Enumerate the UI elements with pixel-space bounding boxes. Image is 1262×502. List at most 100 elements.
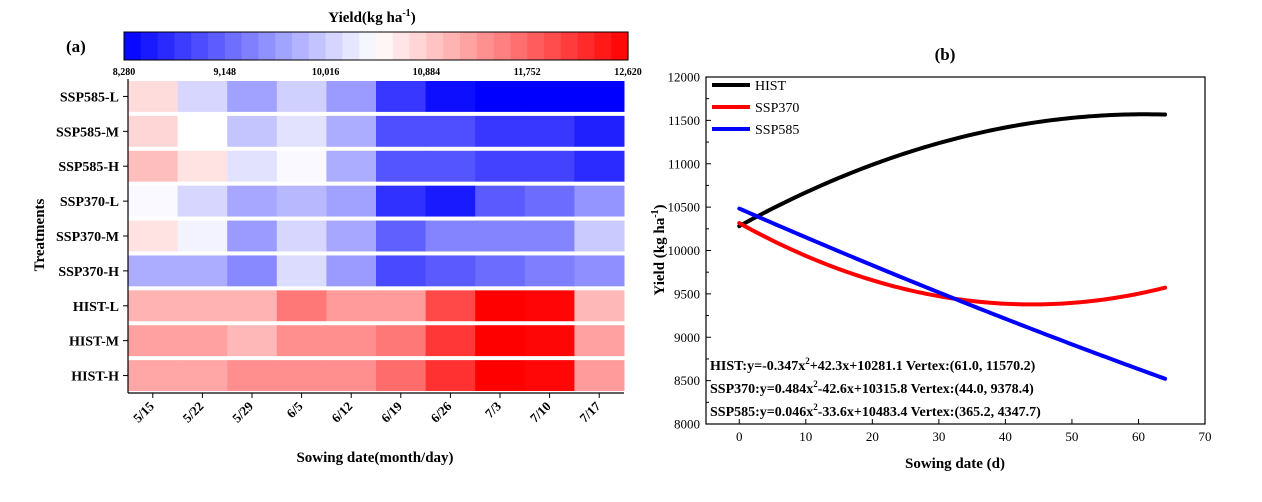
heatmap-cell xyxy=(574,220,625,252)
colorbar-tick-label: 8,280 xyxy=(113,67,136,78)
colorbar-segment xyxy=(460,32,478,60)
heatmap-cell xyxy=(128,81,179,112)
heatmap-cell xyxy=(574,360,625,391)
equation-ssp585: SSP585:y=0.046x2-33.6x+10483.4 Vertex:(3… xyxy=(710,402,1041,420)
line-axes: 0 10 20 30 40 50 60 70 8000 8500 9000 9500 10000 1050… xyxy=(668,70,1212,445)
legend-label-ssp585: SSP585 xyxy=(755,123,799,138)
line-y-tick-label: 12000 xyxy=(668,70,701,85)
heatmap-cell xyxy=(276,360,327,391)
colorbar-title: Yield(kg ha-1) xyxy=(328,8,415,26)
heatmap-cell xyxy=(475,185,526,217)
colorbar-segment xyxy=(476,32,495,60)
heatmap-cell xyxy=(128,185,179,217)
line-y-tick-label: 11000 xyxy=(668,156,700,171)
heatmap-cell xyxy=(326,360,377,391)
colorbar xyxy=(123,31,629,61)
heatmap-cell xyxy=(276,255,327,287)
colorbar-segment xyxy=(275,32,293,60)
heatmap-cell xyxy=(425,255,476,287)
line-x-tick-label: 40 xyxy=(999,429,1012,444)
heatmap-cell xyxy=(276,220,327,252)
heatmap-cell xyxy=(574,325,625,357)
heatmap-cell xyxy=(128,220,179,252)
heatmap-cell xyxy=(524,220,575,252)
heatmap-cell xyxy=(276,115,327,147)
heatmap-row-label: SSP370-H xyxy=(58,265,119,280)
colorbar-segment xyxy=(124,32,142,60)
heatmap-y-axis-title: Treatments xyxy=(32,198,48,271)
line-x-tick-label: 0 xyxy=(736,429,743,444)
heatmap-cell xyxy=(326,81,377,112)
heatmap-column-label: 6/19 xyxy=(378,398,405,425)
series-line-hist xyxy=(737,112,1168,229)
colorbar-segment xyxy=(544,32,562,60)
heatmap-cell xyxy=(227,290,278,322)
heatmap-row-label: HIST-M xyxy=(69,335,119,350)
heatmap-cell xyxy=(376,255,427,287)
heatmap-cell xyxy=(128,290,179,322)
heatmap-cell xyxy=(475,150,526,182)
heatmap-cell xyxy=(524,360,575,391)
heatmap-row-label: SSP370-M xyxy=(56,230,119,245)
line-y-tick-label: 9000 xyxy=(674,330,700,345)
line-y-tick-label: 10500 xyxy=(668,200,701,215)
heatmap-column-label: 5/22 xyxy=(180,399,207,426)
legend-label-hist: HIST xyxy=(755,79,787,94)
heatmap-column-label: 6/5 xyxy=(283,398,306,421)
colorbar-segment xyxy=(493,32,511,60)
heatmap-cell xyxy=(177,325,228,357)
panel-a-label: (a) xyxy=(66,37,86,56)
heatmap-cell xyxy=(425,290,476,322)
heatmap-cell xyxy=(574,115,625,147)
colorbar-segment xyxy=(392,32,411,60)
legend-label-ssp370: SSP370 xyxy=(755,101,799,116)
heatmap-cell xyxy=(227,115,278,147)
colorbar-segment xyxy=(224,32,243,60)
colorbar-segment xyxy=(510,32,528,60)
heatmap-column-labels: 5/15 5/22 5/29 6/5 6/12 6/19 6/26 7/3 7/10 7/17 xyxy=(130,393,604,425)
heatmap-cells xyxy=(127,79,625,394)
heatmap-cell xyxy=(574,185,625,217)
heatmap-row-label: SSP585-H xyxy=(58,160,119,175)
heatmap-cell xyxy=(276,325,327,357)
colorbar-frame xyxy=(123,31,629,61)
heatmap-row-label: SSP585-M xyxy=(56,125,119,140)
heatmap-row-label: SSP370-L xyxy=(60,195,119,210)
heatmap-cell xyxy=(177,81,228,112)
heatmap-cell xyxy=(425,185,476,217)
heatmap-cell xyxy=(177,185,228,217)
heatmap-cell xyxy=(376,325,427,357)
colorbar-segment xyxy=(577,32,595,60)
heatmap-cell xyxy=(326,255,377,287)
colorbar-segment xyxy=(443,32,461,60)
heatmap-column-label: 7/3 xyxy=(482,398,505,421)
heatmap-cell xyxy=(475,290,526,322)
line-x-tick-label: 30 xyxy=(932,429,945,444)
heatmap-cell xyxy=(574,81,625,112)
heatmap-cell xyxy=(227,360,278,391)
colorbar-tick-label: 10,884 xyxy=(413,67,441,78)
heatmap-cell xyxy=(524,115,575,147)
line-y-tick-label: 8500 xyxy=(674,373,700,388)
heatmap-cell xyxy=(276,81,327,112)
heatmap-cell xyxy=(376,290,427,322)
line-x-axis-title: Sowing date (d) xyxy=(905,456,1005,472)
heatmap-cell xyxy=(276,185,327,217)
heatmap-row-label: SSP585-L xyxy=(60,90,119,105)
heatmap-cell xyxy=(227,81,278,112)
equation-hist: HIST:y=-0.347x2+42.3x+10281.1 Vertex:(61… xyxy=(710,356,1036,374)
heatmap-cell xyxy=(425,325,476,357)
line-y-tick-label: 10000 xyxy=(668,243,701,258)
heatmap-cell xyxy=(326,325,377,357)
heatmap-cell xyxy=(326,290,377,322)
colorbar-tick-label: 12,620 xyxy=(614,67,642,78)
heatmap-column-label: 7/17 xyxy=(576,398,603,425)
heatmap-cell xyxy=(425,360,476,391)
heatmap-cell xyxy=(376,220,427,252)
heatmap-cell xyxy=(177,115,228,147)
heatmap-cell xyxy=(276,290,327,322)
heatmap-cell xyxy=(524,150,575,182)
heatmap-cell xyxy=(177,220,228,252)
heatmap-cell xyxy=(425,150,476,182)
